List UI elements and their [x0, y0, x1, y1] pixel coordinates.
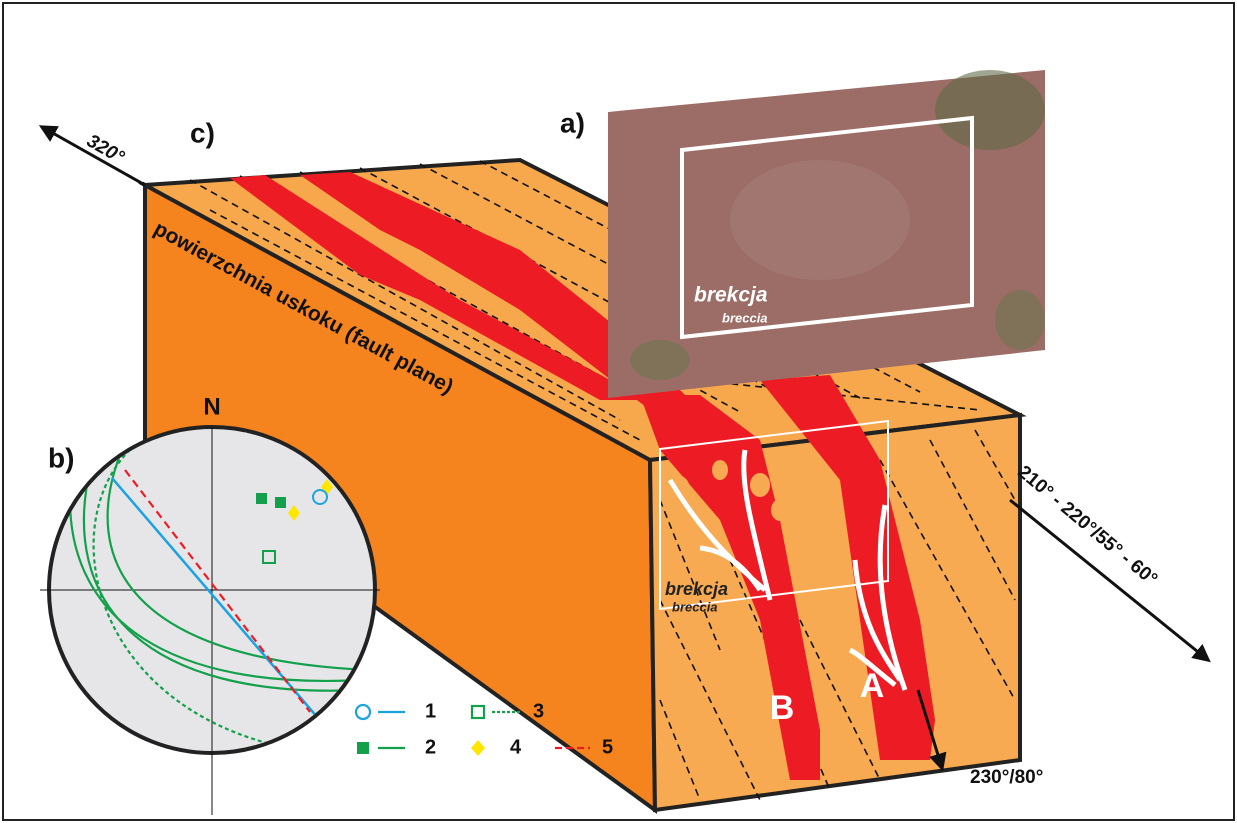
- direction-down: 230°/80°: [970, 767, 1043, 788]
- legend-item: 4: [510, 736, 522, 758]
- panel-b: b): [48, 442, 74, 473]
- north-label: N: [203, 393, 220, 420]
- zone-a: A: [860, 667, 885, 705]
- legend-item: 2: [425, 736, 436, 758]
- panel-a: a): [560, 107, 585, 138]
- panel-c: c): [190, 117, 215, 148]
- legend-item: 1: [425, 700, 436, 722]
- legend-item: 5: [602, 736, 613, 758]
- photo-label: brekcja: [694, 284, 768, 307]
- breccia-sublabel: breccia: [672, 599, 718, 614]
- breccia-label: brekcja: [665, 579, 728, 599]
- legend-item: 3: [533, 700, 544, 722]
- zone-b: B: [770, 689, 795, 727]
- photo-sublabel: breccia: [722, 310, 768, 325]
- diagram: brekcja breccia B A powierzchnia uskoku …: [0, 0, 1237, 823]
